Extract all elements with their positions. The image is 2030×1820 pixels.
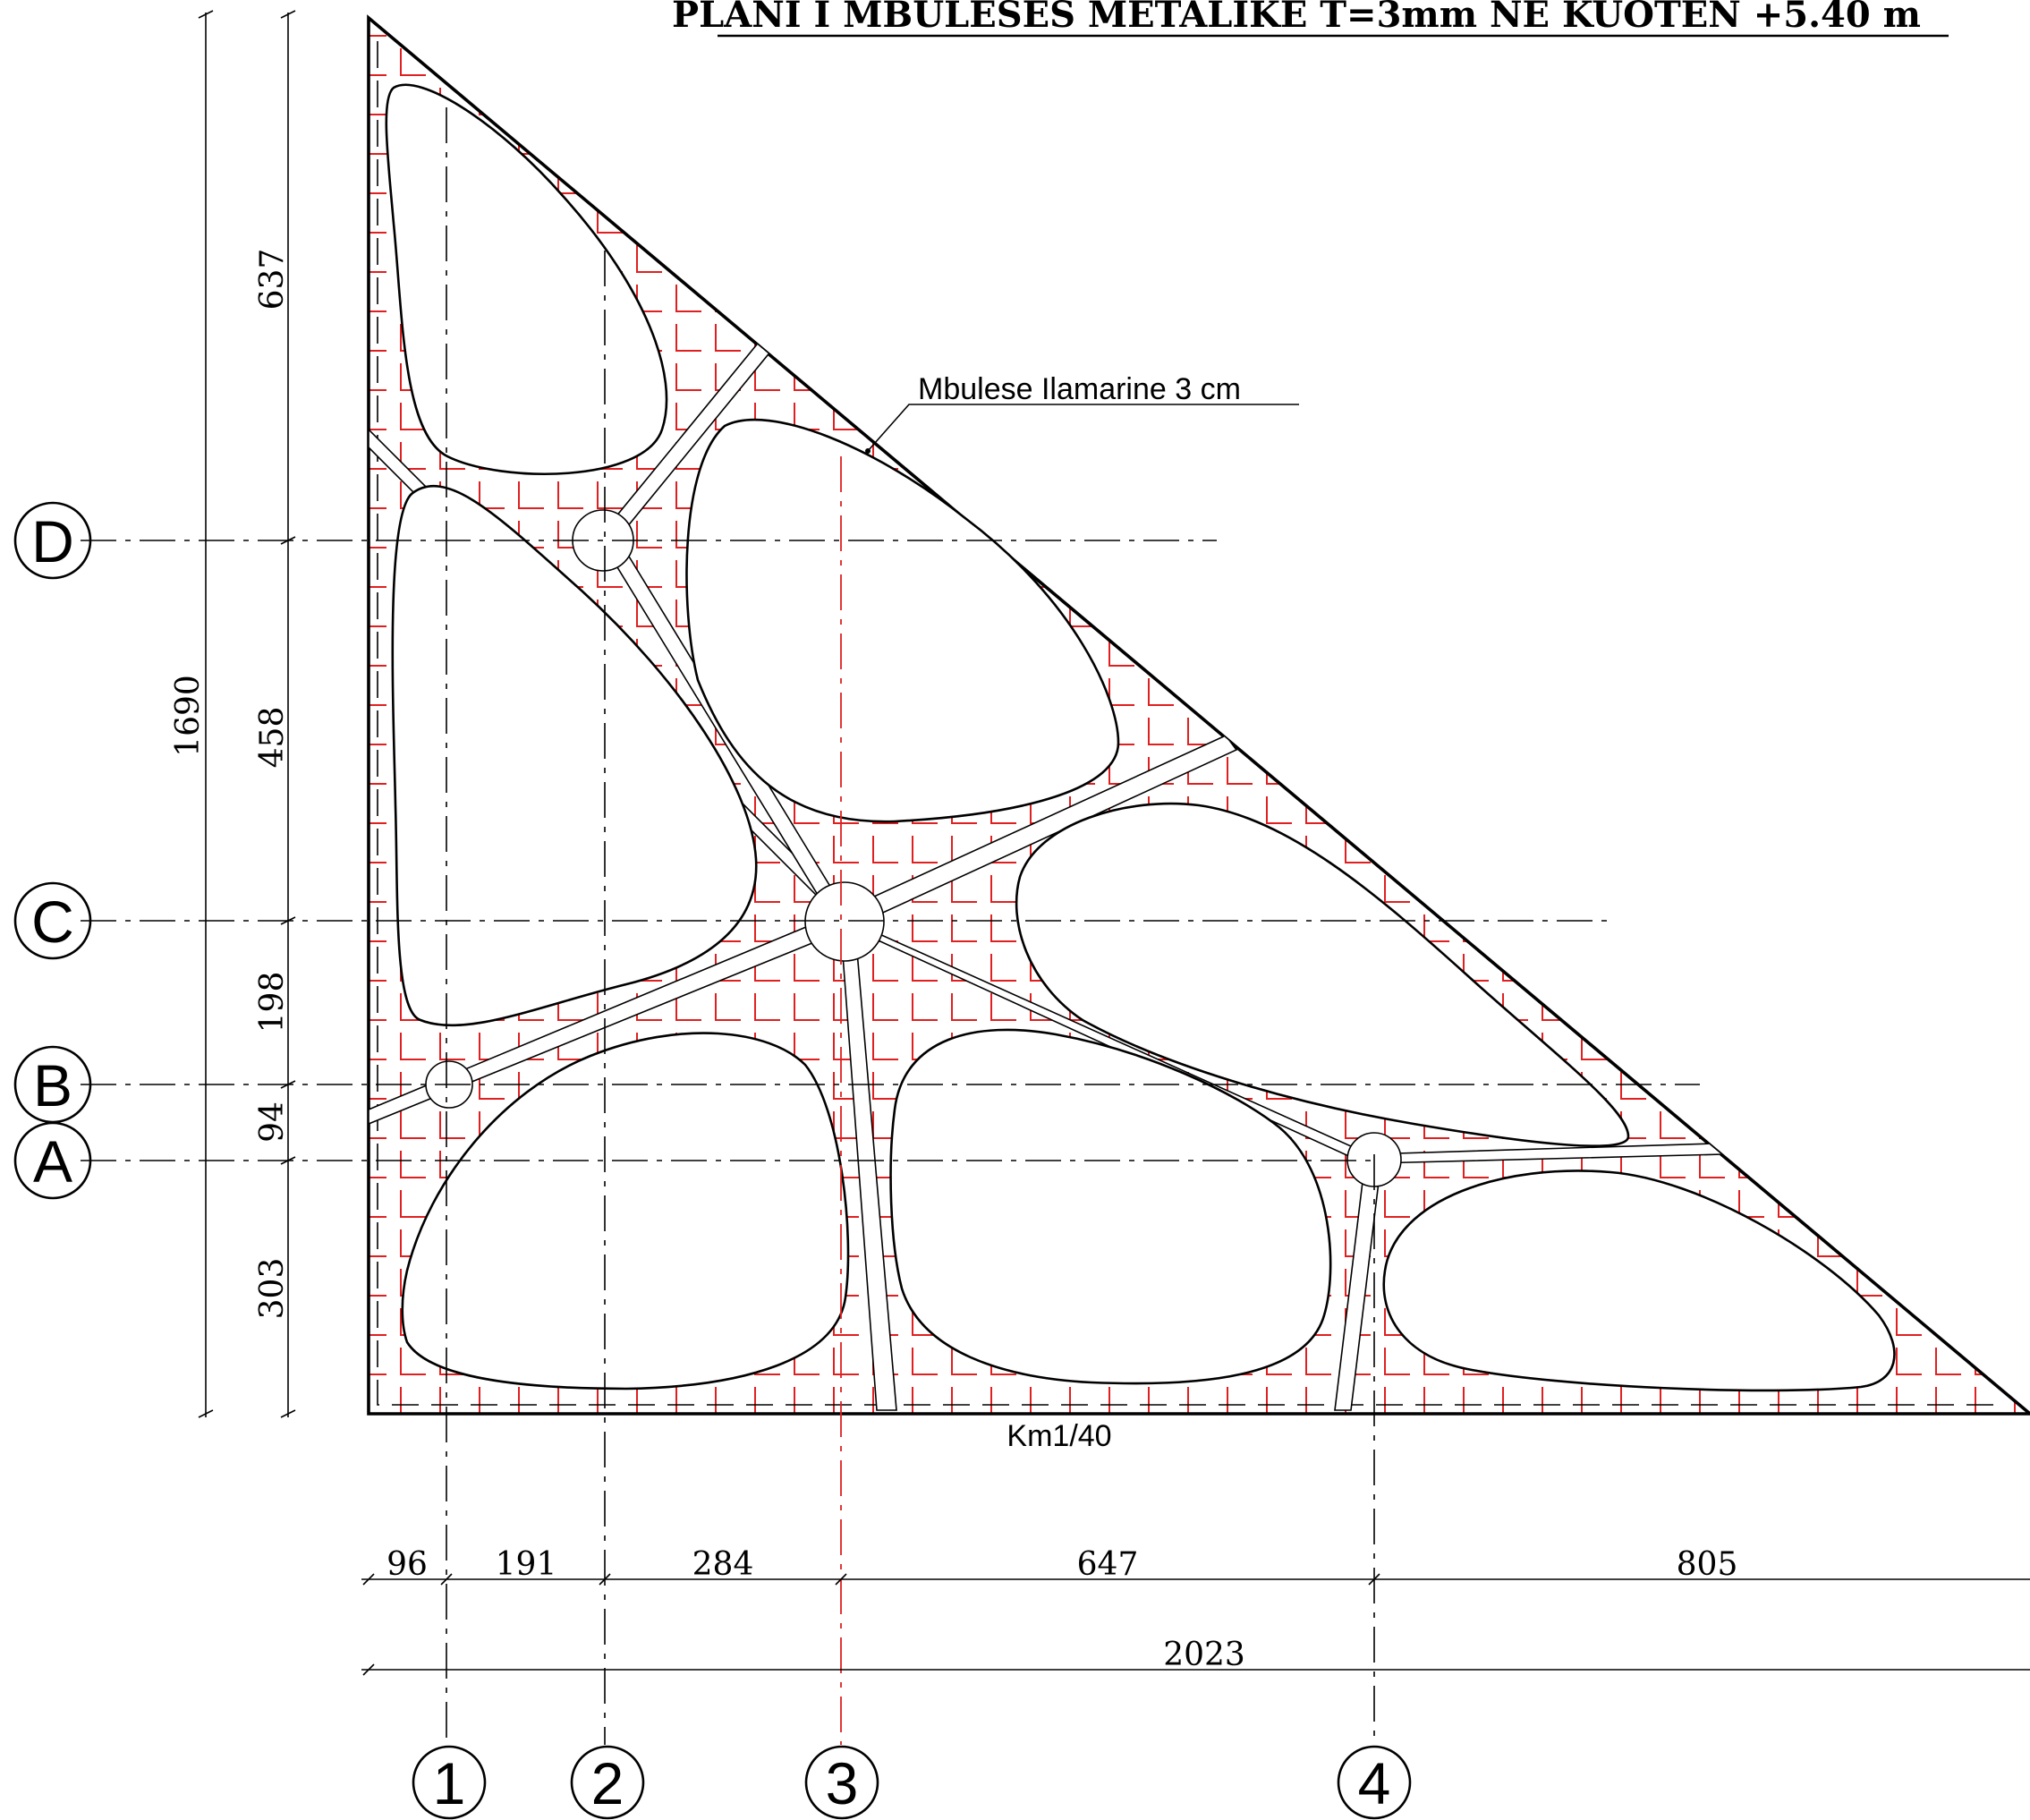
dim-horizontal-5: 805 <box>1677 1546 1738 1583</box>
dim-total-horizontal: 2023 <box>1163 1637 1245 1673</box>
openings <box>385 83 1896 1392</box>
dim-vertical-4: 94 <box>254 1101 291 1143</box>
svg-text:A: A <box>33 1128 72 1195</box>
svg-text:B: B <box>33 1052 72 1118</box>
dim-vertical-1: 637 <box>254 249 291 310</box>
opening-bottom-right <box>1382 1169 1896 1392</box>
dim-horizontal-4: 647 <box>1077 1546 1139 1583</box>
axis-bubble-b: B <box>13 1045 92 1124</box>
grid-lines <box>81 107 1700 1745</box>
opening-upper-right <box>685 418 1120 823</box>
axis-bubble-c: C <box>13 881 92 960</box>
svg-text:D: D <box>31 508 74 574</box>
axis-bubble-1: 1 <box>412 1745 487 1820</box>
material-leader-dot <box>865 448 871 454</box>
axis-bubbles-horizontal: D C B A <box>13 501 92 1200</box>
title-block: PLANI I MBULESES METALIKE T=3mm NE KUOTE… <box>672 0 1949 38</box>
axis-bubble-d: D <box>13 501 92 580</box>
axis-bubble-2: 2 <box>570 1745 645 1820</box>
svg-text:2: 2 <box>591 1750 624 1816</box>
dim-vertical-2: 458 <box>254 707 291 769</box>
dim-horizontal-1: 96 <box>386 1546 428 1583</box>
material-annotation: Mbulese Ilamarine 3 cm <box>865 372 1299 454</box>
material-leader-line <box>867 404 1299 452</box>
opening-middle-right <box>1015 802 1630 1147</box>
axis-bubbles-vertical: 1 2 3 4 <box>412 1745 1412 1820</box>
dim-total-vertical: 1690 <box>170 675 207 757</box>
dim-vertical-3: 198 <box>254 972 291 1033</box>
dim-horizontal-2: 191 <box>496 1546 557 1583</box>
opening-bottom-middle <box>889 1028 1332 1385</box>
node-c <box>804 881 885 962</box>
svg-text:C: C <box>31 889 74 955</box>
svg-text:3: 3 <box>826 1750 859 1816</box>
svg-text:1: 1 <box>433 1750 466 1816</box>
vertical-dimensions: 1690 637 458 198 94 303 <box>170 10 296 1418</box>
slab-outline <box>367 14 2030 1416</box>
opening-upper-left <box>391 484 758 1027</box>
drawing-title: PLANI I MBULESES METALIKE T=3mm NE KUOTE… <box>672 0 1921 36</box>
svg-text:4: 4 <box>1358 1750 1391 1816</box>
dim-horizontal-3: 284 <box>692 1546 754 1583</box>
dim-ticks-vertical <box>198 10 296 1418</box>
axis-bubble-4: 4 <box>1337 1745 1412 1820</box>
scale-label: Km1/40 <box>1007 1419 1111 1453</box>
dim-ticks-horizontal <box>362 1573 1380 1676</box>
axis-bubble-a: A <box>13 1121 92 1200</box>
slab-inner-edge <box>377 41 2004 1406</box>
horizontal-dimensions: 96 191 284 647 805 2023 <box>361 1546 2030 1676</box>
dim-vertical-5: 303 <box>254 1258 291 1320</box>
opening-top <box>385 83 668 475</box>
axis-bubble-3: 3 <box>804 1745 879 1820</box>
material-label: Mbulese Ilamarine 3 cm <box>918 372 1241 406</box>
